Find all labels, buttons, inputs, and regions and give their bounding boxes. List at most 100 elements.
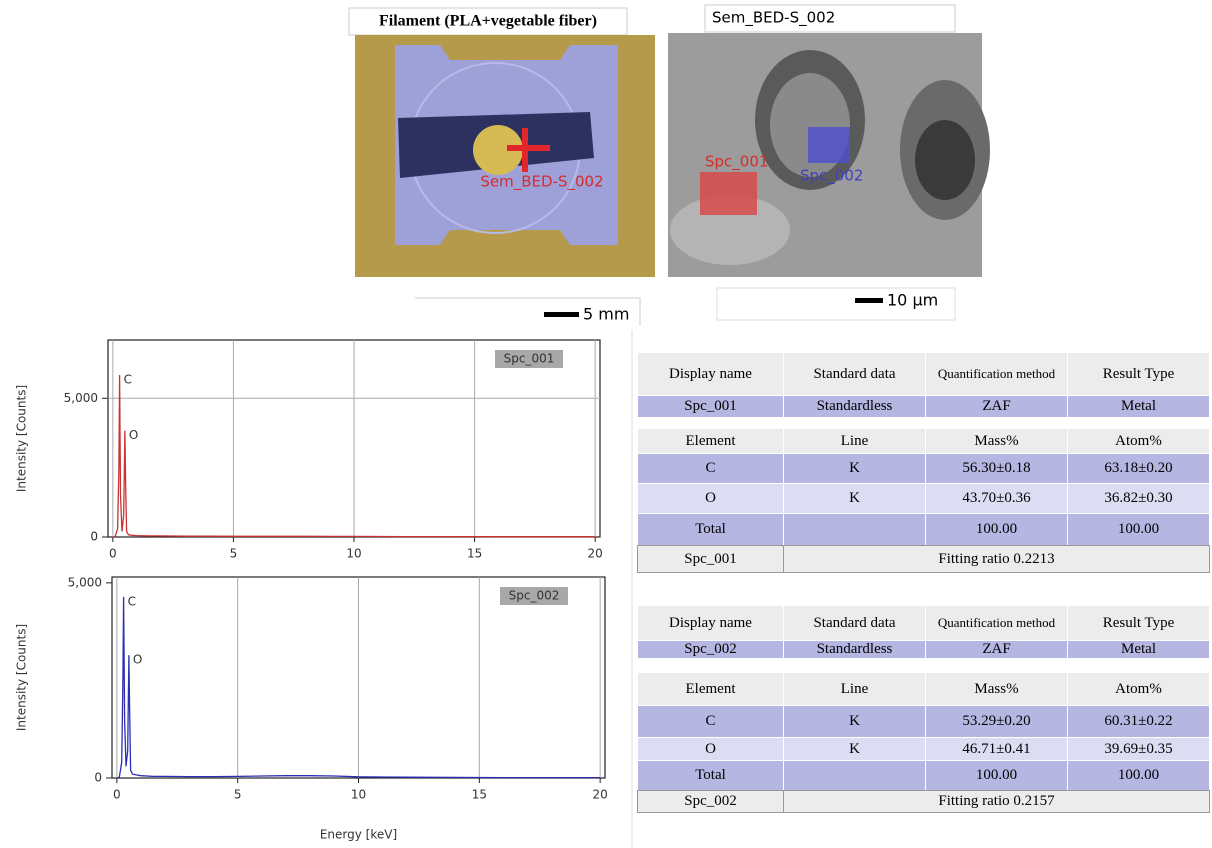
- header-cell: Quantification method: [926, 353, 1068, 396]
- header-cell: Element: [638, 429, 784, 454]
- header-cell: Display name: [638, 353, 784, 396]
- cell: 53.29±0.20: [926, 706, 1068, 738]
- table-row: Display nameStandard dataQuantification …: [638, 353, 1210, 396]
- x-tick-label: 10: [346, 547, 361, 561]
- cell: [784, 514, 926, 546]
- sem-title: Sem_BED-S_002: [712, 9, 835, 28]
- x-tick-label: 0: [109, 547, 117, 561]
- cell: 56.30±0.18: [926, 454, 1068, 484]
- cell: Standardless: [784, 396, 926, 418]
- scale-label: 10 µm: [887, 291, 938, 310]
- cell: Metal: [1068, 641, 1210, 659]
- cell: 100.00: [926, 761, 1068, 791]
- region-label: Spc_002: [800, 167, 863, 186]
- x-tick-label: 15: [472, 788, 487, 802]
- cell: Spc_001: [638, 396, 784, 418]
- cell: Spc_002: [638, 641, 784, 659]
- cell: K: [784, 484, 926, 514]
- cell: O: [638, 484, 784, 514]
- peak-label: C: [124, 372, 132, 386]
- cell: 100.00: [926, 514, 1068, 546]
- header-cell: Display name: [638, 606, 784, 641]
- header-cell: Result Type: [1068, 606, 1210, 641]
- cell: Spc_001: [638, 546, 784, 573]
- cell: Total: [638, 761, 784, 791]
- cell: O: [638, 738, 784, 761]
- peak-label: O: [129, 428, 138, 442]
- table-row: ElementLineMass%Atom%: [638, 673, 1210, 706]
- cell: 100.00: [1068, 514, 1210, 546]
- y-tick-label: 5,000: [68, 575, 102, 589]
- cell: K: [784, 738, 926, 761]
- table-row: CK53.29±0.2060.31±0.22: [638, 706, 1210, 738]
- y-tick-label: 0: [94, 771, 102, 785]
- cell: K: [784, 454, 926, 484]
- x-tick-label: 10: [351, 788, 366, 802]
- marker-label: Sem_BED-S_002: [480, 173, 603, 192]
- cell: Metal: [1068, 396, 1210, 418]
- peak-label: C: [128, 594, 136, 608]
- cell: C: [638, 454, 784, 484]
- cell: Standardless: [784, 641, 926, 659]
- header-cell: Standard data: [784, 606, 926, 641]
- header-cell: Atom%: [1068, 429, 1210, 454]
- y-tick-label: 0: [90, 530, 98, 544]
- cell: ZAF: [926, 641, 1068, 659]
- header-cell: Atom%: [1068, 673, 1210, 706]
- cell: 43.70±0.36: [926, 484, 1068, 514]
- y-axis-label: Intensity [Counts]: [15, 385, 29, 492]
- cell: 63.18±0.20: [1068, 454, 1210, 484]
- legend-label: Spc_001: [504, 352, 555, 366]
- cell: 36.82±0.30: [1068, 484, 1210, 514]
- cell: 39.69±0.35: [1068, 738, 1210, 761]
- region-label: Spc_001: [705, 153, 768, 172]
- header-cell: Standard data: [784, 353, 926, 396]
- region-1: [700, 172, 757, 215]
- peak-label: O: [133, 653, 142, 667]
- x-tick-label: 5: [230, 547, 238, 561]
- texture: [915, 120, 975, 200]
- cell: 60.31±0.22: [1068, 706, 1210, 738]
- header-cell: Quantification method: [926, 606, 1068, 641]
- cell: Fitting ratio 0.2157: [784, 791, 1210, 813]
- x-tick-label: 20: [588, 547, 603, 561]
- cell: ZAF: [926, 396, 1068, 418]
- x-tick-label: 15: [467, 547, 482, 561]
- header-cell: Result Type: [1068, 353, 1210, 396]
- cell: Spc_002: [638, 791, 784, 813]
- legend-label: Spc_002: [509, 589, 560, 603]
- region-2: [808, 127, 850, 163]
- x-axis-label: Energy [keV]: [320, 828, 397, 842]
- table-row: Spc_001StandardlessZAFMetal: [638, 396, 1210, 418]
- header-cell: Mass%: [926, 673, 1068, 706]
- scale-label: 5 mm: [583, 305, 629, 324]
- y-axis-label: Intensity [Counts]: [15, 624, 29, 731]
- x-tick-label: 5: [234, 788, 242, 802]
- header-cell: Line: [784, 673, 926, 706]
- cell: [784, 761, 926, 791]
- x-tick-label: 20: [593, 788, 608, 802]
- cell: 100.00: [1068, 761, 1210, 791]
- page: Filament (PLA+vegetable fiber) Sem_BED-S…: [0, 0, 1212, 848]
- photo-title: Filament (PLA+vegetable fiber): [379, 13, 597, 30]
- header-cell: Element: [638, 673, 784, 706]
- scale-bar: [855, 298, 883, 303]
- cell: K: [784, 706, 926, 738]
- header-cell: Line: [784, 429, 926, 454]
- scale-bar: [544, 312, 579, 317]
- y-tick-label: 5,000: [64, 391, 98, 405]
- x-tick-label: 0: [113, 788, 121, 802]
- cell: Total: [638, 514, 784, 546]
